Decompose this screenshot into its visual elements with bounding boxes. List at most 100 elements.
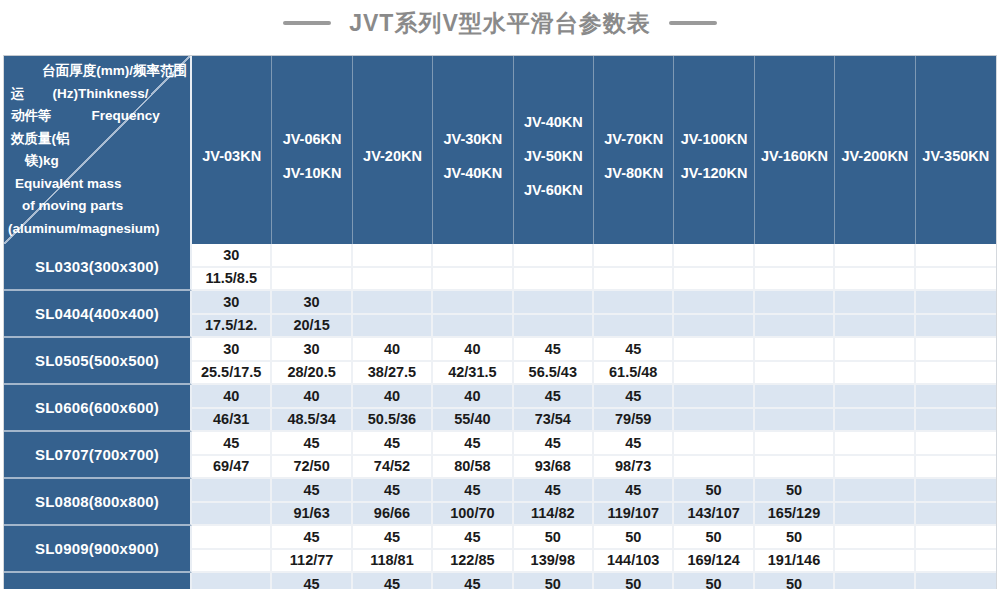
data-cell bbox=[192, 479, 272, 526]
data-cell bbox=[433, 291, 513, 338]
data-cell bbox=[674, 432, 754, 479]
data-cell bbox=[192, 573, 272, 589]
thickness-value bbox=[835, 291, 913, 315]
table-row: SL0505(500x500)3025.5/17.53028/20.54038/… bbox=[4, 338, 996, 385]
thickness-value bbox=[674, 385, 752, 409]
thickness-value: 45 bbox=[433, 573, 511, 589]
mass-value: 169/124 bbox=[674, 550, 752, 571]
column-header-label: JV-50KN bbox=[524, 139, 583, 173]
page-title: JVT系列V型水平滑台参数表 bbox=[349, 8, 651, 39]
column-header-label: JV-70KN bbox=[604, 122, 663, 156]
thickness-value: 45 bbox=[514, 432, 592, 456]
thickness-value bbox=[514, 244, 592, 268]
corner-text: (Hz)Thinkness/ bbox=[53, 83, 149, 104]
thickness-value: 50 bbox=[755, 573, 833, 589]
data-cell: 4579/59 bbox=[594, 385, 674, 432]
thickness-value bbox=[594, 291, 672, 315]
thickness-value bbox=[916, 573, 996, 589]
corner-text: Equivalent mass bbox=[6, 173, 122, 194]
data-cell bbox=[916, 338, 996, 385]
data-cell: 45112/77 bbox=[272, 526, 352, 573]
column-header-label: JV-03KN bbox=[202, 139, 261, 173]
mass-value bbox=[835, 503, 913, 524]
data-cell: 3011.5/8.5 bbox=[192, 244, 272, 291]
data-cell: 45100/70 bbox=[433, 479, 513, 526]
column-header-label: JV-100KN bbox=[681, 122, 748, 156]
mass-value bbox=[272, 268, 350, 289]
mass-value bbox=[353, 315, 431, 336]
thickness-value bbox=[916, 385, 996, 409]
data-cell bbox=[755, 291, 835, 338]
corner-text: 效质量(铝 bbox=[6, 128, 70, 149]
data-cell bbox=[755, 385, 835, 432]
thickness-value: 45 bbox=[514, 338, 592, 362]
thickness-value: 50 bbox=[514, 573, 592, 589]
data-cell bbox=[192, 526, 272, 573]
mass-value bbox=[514, 268, 592, 289]
corner-text: Frequency bbox=[92, 105, 160, 126]
thickness-value: 50 bbox=[594, 526, 672, 550]
mass-value: 100/70 bbox=[433, 503, 511, 524]
thickness-value: 45 bbox=[433, 526, 511, 550]
mass-value bbox=[353, 268, 431, 289]
thickness-value bbox=[674, 432, 752, 456]
mass-value: 11.5/8.5 bbox=[192, 268, 270, 289]
column-header-1: JV-03KN bbox=[192, 56, 272, 244]
thickness-value bbox=[353, 291, 431, 315]
mass-value: 112/77 bbox=[272, 550, 350, 571]
data-cell: 4050.5/36 bbox=[353, 385, 433, 432]
thickness-value bbox=[353, 244, 431, 268]
data-cell bbox=[353, 244, 433, 291]
mass-value: 91/63 bbox=[272, 503, 350, 524]
data-cell bbox=[835, 526, 915, 573]
mass-value bbox=[755, 362, 833, 383]
mass-value: 93/68 bbox=[514, 456, 592, 477]
mass-value: 143/107 bbox=[674, 503, 752, 524]
mass-value bbox=[835, 550, 913, 571]
mass-value bbox=[514, 315, 592, 336]
data-cell bbox=[674, 244, 754, 291]
table-row: SL0606(600x600)4046/314048.5/344050.5/36… bbox=[4, 385, 996, 432]
thickness-value: 45 bbox=[353, 573, 431, 589]
corner-line: 台面厚度(mm)/频率范围 bbox=[6, 60, 188, 81]
thickness-value: 50 bbox=[594, 573, 672, 589]
thickness-value bbox=[272, 244, 350, 268]
mass-value: 118/81 bbox=[353, 550, 431, 571]
thickness-value: 40 bbox=[353, 385, 431, 409]
mass-value bbox=[192, 503, 270, 524]
data-cell: 4046/31 bbox=[192, 385, 272, 432]
thickness-value bbox=[835, 479, 913, 503]
thickness-value bbox=[916, 338, 996, 362]
data-cell bbox=[674, 291, 754, 338]
data-cell bbox=[916, 385, 996, 432]
data-cell bbox=[514, 291, 594, 338]
thickness-value: 50 bbox=[674, 479, 752, 503]
thickness-value: 30 bbox=[192, 338, 270, 362]
data-cell: 50143/107 bbox=[674, 479, 754, 526]
data-cell: 4561.5/48 bbox=[594, 338, 674, 385]
row-label: SL0505(500x500) bbox=[4, 338, 192, 385]
data-cell: 4593/68 bbox=[514, 432, 594, 479]
data-cell bbox=[755, 432, 835, 479]
data-cell bbox=[916, 526, 996, 573]
column-header-label: JV-06KN bbox=[283, 122, 342, 156]
thickness-value bbox=[433, 291, 511, 315]
mass-value: 48.5/34 bbox=[272, 409, 350, 430]
column-header-label: JV-200KN bbox=[841, 139, 908, 173]
column-header-3: JV-20KN bbox=[353, 56, 433, 244]
data-cell: 50165/129 bbox=[755, 479, 835, 526]
data-cell bbox=[835, 291, 915, 338]
thickness-value bbox=[674, 244, 752, 268]
parameter-table: 台面厚度(mm)/频率范围 运(Hz)Thinkness/ 动件等Frequen… bbox=[3, 55, 997, 589]
corner-line: 运(Hz)Thinkness/ bbox=[6, 83, 188, 104]
mass-value: 114/82 bbox=[514, 503, 592, 524]
thickness-value bbox=[192, 573, 270, 589]
thickness-value: 40 bbox=[433, 338, 511, 362]
mass-value bbox=[916, 362, 996, 383]
thickness-value: 45 bbox=[433, 432, 511, 456]
thickness-value bbox=[835, 526, 913, 550]
thickness-value: 50 bbox=[514, 526, 592, 550]
data-cell bbox=[916, 479, 996, 526]
thickness-value bbox=[916, 432, 996, 456]
corner-line: 镁)kg bbox=[6, 150, 188, 171]
